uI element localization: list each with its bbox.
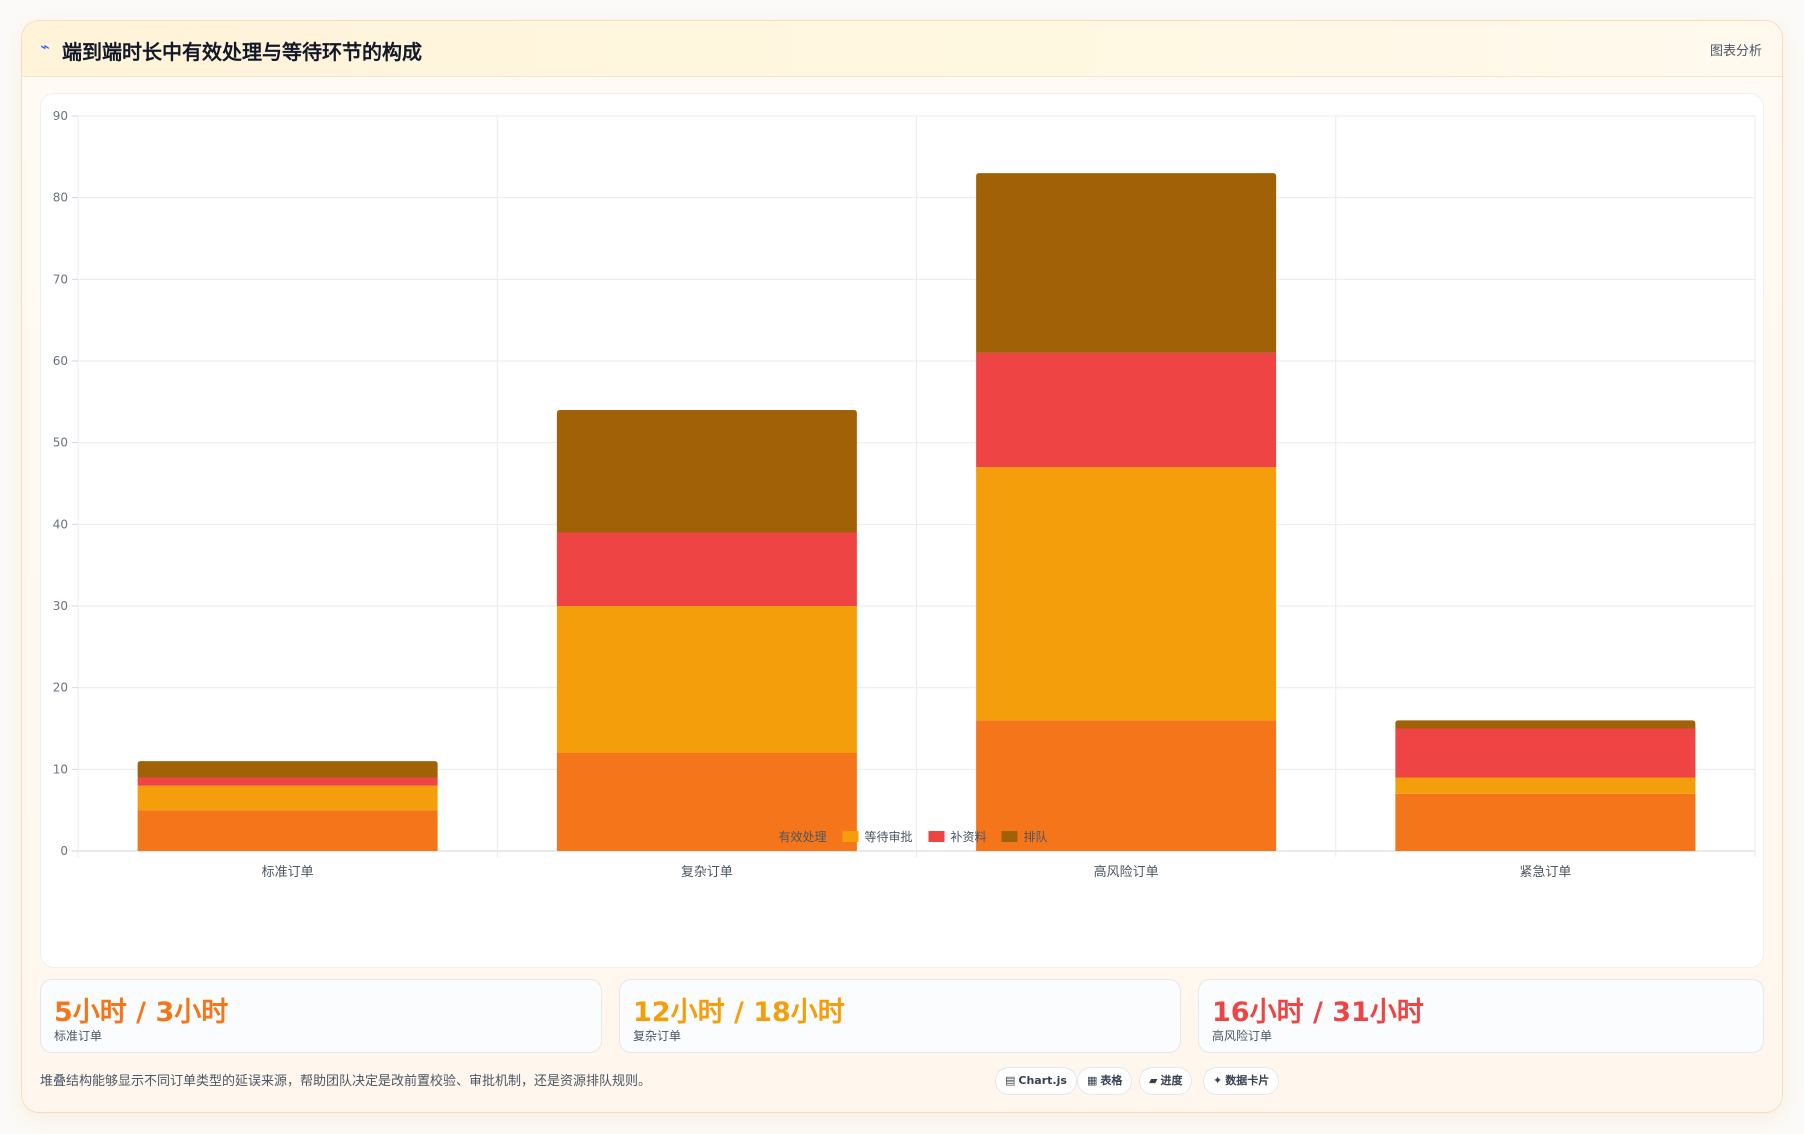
bar-segment [1395, 720, 1696, 729]
bar-segment [556, 532, 857, 606]
stat-value: 16小时 / 31小时 [1212, 997, 1424, 1028]
chip-chartjs[interactable]: ▤ Chart.js [995, 1067, 1077, 1095]
chart-icon: ▤ [1005, 1074, 1016, 1087]
y-tick-label: 50 [53, 436, 68, 450]
y-tick-label: 70 [53, 272, 68, 286]
y-tick-label: 30 [53, 599, 68, 613]
legend-swatch [842, 831, 859, 842]
bar-segment [556, 753, 857, 851]
stat-value: 5小时 / 3小时 [54, 997, 229, 1028]
bar-segment [137, 810, 438, 851]
bar-segment [976, 720, 1277, 851]
chip-data-card[interactable]: ✦ 数据卡片 [1203, 1067, 1280, 1095]
stat-label: 复杂订单 [633, 1029, 682, 1043]
legend-swatch [928, 831, 945, 842]
bar-segment [137, 777, 438, 786]
y-tick-label: 10 [53, 762, 68, 776]
table-icon: ▦ [1087, 1074, 1098, 1087]
chart-panel: 0 10 20 30 40 50 60 70 80 90 标准订单 复杂订单 高风险订单 紧急订单 有效处理… [40, 93, 1764, 968]
stat-card-complex: 12小时 / 18小时 复杂订单 [619, 979, 1181, 1053]
chip-table[interactable]: ▦ 表格 [1077, 1067, 1133, 1095]
legend-label: 补资料 [951, 830, 987, 844]
stat-card-high-risk: 16小时 / 31小时 高风险订单 [1198, 979, 1764, 1053]
chart-analysis-link[interactable]: 图表分析 [1709, 44, 1762, 59]
x-tick-label: 紧急订单 [1519, 865, 1571, 880]
bar-segment [137, 785, 438, 811]
stat-value: 12小时 / 18小时 [633, 997, 845, 1028]
y-tick-label: 0 [60, 844, 68, 858]
y-tick-label: 80 [53, 191, 68, 205]
progress-icon: ▰ [1149, 1074, 1158, 1087]
footer-note: 堆叠结构能够显示不同订单类型的延误来源，帮助团队决定是改前置校验、审批机制，还是… [40, 1074, 652, 1089]
x-tick-label: 标准订单 [262, 865, 314, 880]
card-header: ⌁ 端到端时长中有效处理与等待环节的构成 图表分析 [22, 21, 1782, 77]
legend-swatch [1001, 831, 1018, 842]
bar-segment [976, 467, 1277, 721]
stat-card-standard: 5小时 / 3小时 标准订单 [40, 979, 602, 1053]
data-card-icon: ✦ [1213, 1074, 1223, 1087]
chip-label: 进度 [1160, 1074, 1183, 1087]
legend-label: 等待审批 [865, 829, 913, 844]
y-tick-label: 20 [53, 681, 68, 695]
x-tick-label: 复杂订单 [681, 865, 733, 880]
chart-card: ⌁ 端到端时长中有效处理与等待环节的构成 图表分析 0 10 20 30 40 50 60 7… [21, 20, 1783, 1113]
bar-segment [556, 606, 857, 753]
chip-label: 表格 [1100, 1074, 1123, 1087]
page-title: 端到端时长中有效处理与等待环节的构成 [62, 40, 422, 64]
chip-label: 数据卡片 [1225, 1074, 1270, 1087]
trend-line-icon: ⌁ [40, 37, 50, 56]
bar-segment [1395, 728, 1696, 778]
bar-segment [556, 410, 857, 533]
y-tick-label: 40 [53, 517, 68, 531]
bar-segment [137, 761, 438, 778]
stat-label: 标准订单 [54, 1029, 103, 1043]
legend-swatch [756, 831, 773, 842]
y-tick-label: 90 [53, 109, 68, 123]
bar-segment [1395, 793, 1696, 851]
x-tick-label: 高风险订单 [1094, 864, 1159, 880]
bar-segment [976, 173, 1277, 353]
chip-progress[interactable]: ▰ 进度 [1139, 1067, 1193, 1095]
bar-segment [1395, 777, 1696, 794]
bar-segment [976, 352, 1277, 468]
stacked-bar-chart: 0 10 20 30 40 50 60 70 80 90 标准订单 复杂订单 高风险订单 紧急订单 有效处理… [53, 109, 1756, 880]
legend-label: 有效处理 [779, 829, 827, 844]
stat-label: 高风险订单 [1212, 1029, 1273, 1043]
legend-label: 排队 [1024, 829, 1048, 844]
chip-label: Chart.js [1018, 1074, 1067, 1087]
y-tick-label: 60 [53, 354, 68, 368]
